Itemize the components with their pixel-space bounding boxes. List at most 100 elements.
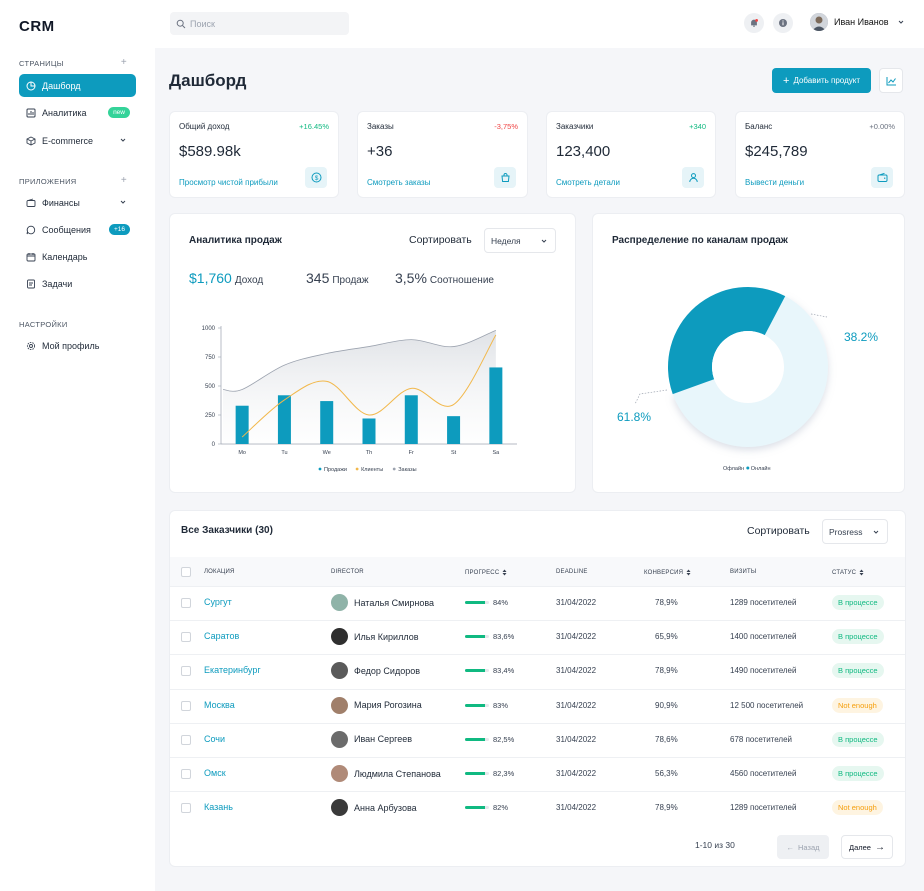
cell-visits: 12 500 посетителей [730,700,804,710]
legend-marker [392,467,396,471]
row-checkbox[interactable] [181,769,191,779]
progress-bar [465,737,489,741]
sidebar-item-dashboard[interactable]: Дашборд [19,74,136,97]
sidebar-item-calendar[interactable]: Календарь [19,245,136,268]
x-tick-label: Sa [492,450,500,456]
prev-page-button[interactable]: ← Назад [777,835,829,859]
table-row[interactable] [170,620,905,654]
settings-section-label: НАСТРОЙКИ [19,320,68,329]
legend-label: Клиенты [361,467,383,473]
avatar [331,662,348,680]
select-all-checkbox[interactable] [181,567,191,577]
sort-icon [686,569,691,576]
cell-location[interactable]: Омск [204,768,226,778]
cell-location[interactable]: Сургут [204,597,232,607]
cell-location[interactable]: Москва [204,699,235,710]
stat-link[interactable]: Вывести деньги [745,178,805,187]
column-header-conversion[interactable]: КОНВЕРСИЯ [644,569,691,576]
column-header-status[interactable]: СТАТУС [832,569,864,576]
progress-bar-fill [465,601,486,604]
orders-area-line [222,329,497,392]
table-row[interactable] [170,757,905,791]
page-title: Дашборд [169,71,247,90]
sidebar-item-label: Задачи [42,278,73,289]
sidebar: CRM СТРАНИЦЫ + Дашборд Аналитика new E-c… [0,0,155,891]
stat-link[interactable]: Смотреть детали [556,178,620,187]
column-header-visits[interactable]: ВИЗИТЫ [730,569,757,575]
column-header-location[interactable]: ЛОКАЦИЯ [204,569,235,575]
add-app-icon[interactable]: + [120,175,127,186]
column-header-director[interactable]: DIRECTOR [331,569,364,575]
sidebar-item-finance[interactable]: Финансы [19,191,136,214]
kpi-label: Доход [234,275,264,286]
sales-period-select[interactable]: Неделя [484,228,556,253]
column-header-progress[interactable]: ПРОГРЕСС [465,569,507,576]
column-header-deadline[interactable]: DEADLINE [556,569,588,575]
sidebar-item-analytics[interactable]: Аналитика new [19,101,136,124]
add-page-icon[interactable]: + [120,57,127,68]
stat-link[interactable]: Просмотр чистой прибыли [179,178,278,187]
cell-conversion: 78,9% [655,666,678,676]
kpi-value: $1,760 [189,270,232,286]
cell-director: Илья Кириллов [331,628,418,646]
sales-bar [447,416,461,444]
sidebar-item-ecommerce[interactable]: E-commerce [19,129,136,152]
offline-leader-line [634,389,668,405]
info-button[interactable] [773,13,793,33]
sales-period-value: Неделя [491,235,521,246]
cell-visits: 1490 посетителей [730,666,797,676]
cell-location[interactable]: Екатеринбург [204,665,261,676]
chart-view-button[interactable] [879,68,903,93]
row-checkbox[interactable] [181,598,191,608]
progress-value: 83% [493,700,509,710]
progress-value: 83,6% [493,632,515,642]
row-checkbox[interactable] [181,666,191,677]
stat-value: +36 [367,143,393,160]
legend-marker [318,467,322,471]
table-row[interactable] [170,688,905,723]
table-row[interactable] [170,791,905,825]
user-menu[interactable]: Иван Иванов [810,13,904,31]
sidebar-item-tasks[interactable]: Задачи [19,272,136,295]
sidebar-item-messages[interactable]: Сообщения +16 [19,218,136,241]
y-tick-label: 0 [212,442,216,448]
director-name: Мария Рогозина [354,700,422,711]
customers-title: Все Заказчики (30) [181,525,273,536]
cell-location[interactable]: Сочи [204,733,226,744]
sales-bar [489,367,503,444]
sales-sort-label: Сортировать [409,234,472,246]
pagination-info: 1-10 из 30 [695,840,735,850]
messages-count-badge: +16 [108,224,130,235]
progress-bar-fill [465,669,486,673]
row-checkbox[interactable] [181,734,191,745]
pages-section-title: СТРАНИЦЫ + [19,57,127,69]
row-checkbox[interactable] [181,803,191,814]
cell-director: Иван Сергеев [331,730,412,748]
customers-sort-value: Prosress [829,526,863,537]
search-input[interactable]: Поиск [170,12,349,35]
pages-section-label: СТРАНИЦЫ [19,59,64,68]
stat-label: Баланс [745,122,773,131]
legend-label: Заказы [398,467,416,473]
stat-link[interactable]: Смотреть заказы [367,178,431,187]
sidebar-item-profile[interactable]: Мой профиль [19,334,136,357]
row-checkbox[interactable] [181,632,191,643]
table-row[interactable] [170,586,905,620]
add-product-button[interactable]: + Добавить продукт [772,68,871,93]
sales-bar [277,395,291,444]
table-row[interactable] [170,654,905,688]
sales-bar [404,395,418,444]
notification-button[interactable] [744,13,764,33]
cell-location[interactable]: Казань [204,802,233,813]
status-badge: В процессе [832,766,884,781]
cell-location[interactable]: Саратов [204,631,240,642]
table-row[interactable] [170,722,905,757]
row-checkbox[interactable] [181,700,191,711]
progress-bar [465,635,489,639]
column-header-label: ПРОГРЕСС [465,569,500,576]
next-page-button[interactable]: Далее → [841,835,893,859]
y-tick-label: 750 [205,355,216,361]
cell-director: Мария Рогозина [331,696,422,714]
avatar [331,730,348,748]
customers-sort-select[interactable]: Prosress [822,519,888,544]
